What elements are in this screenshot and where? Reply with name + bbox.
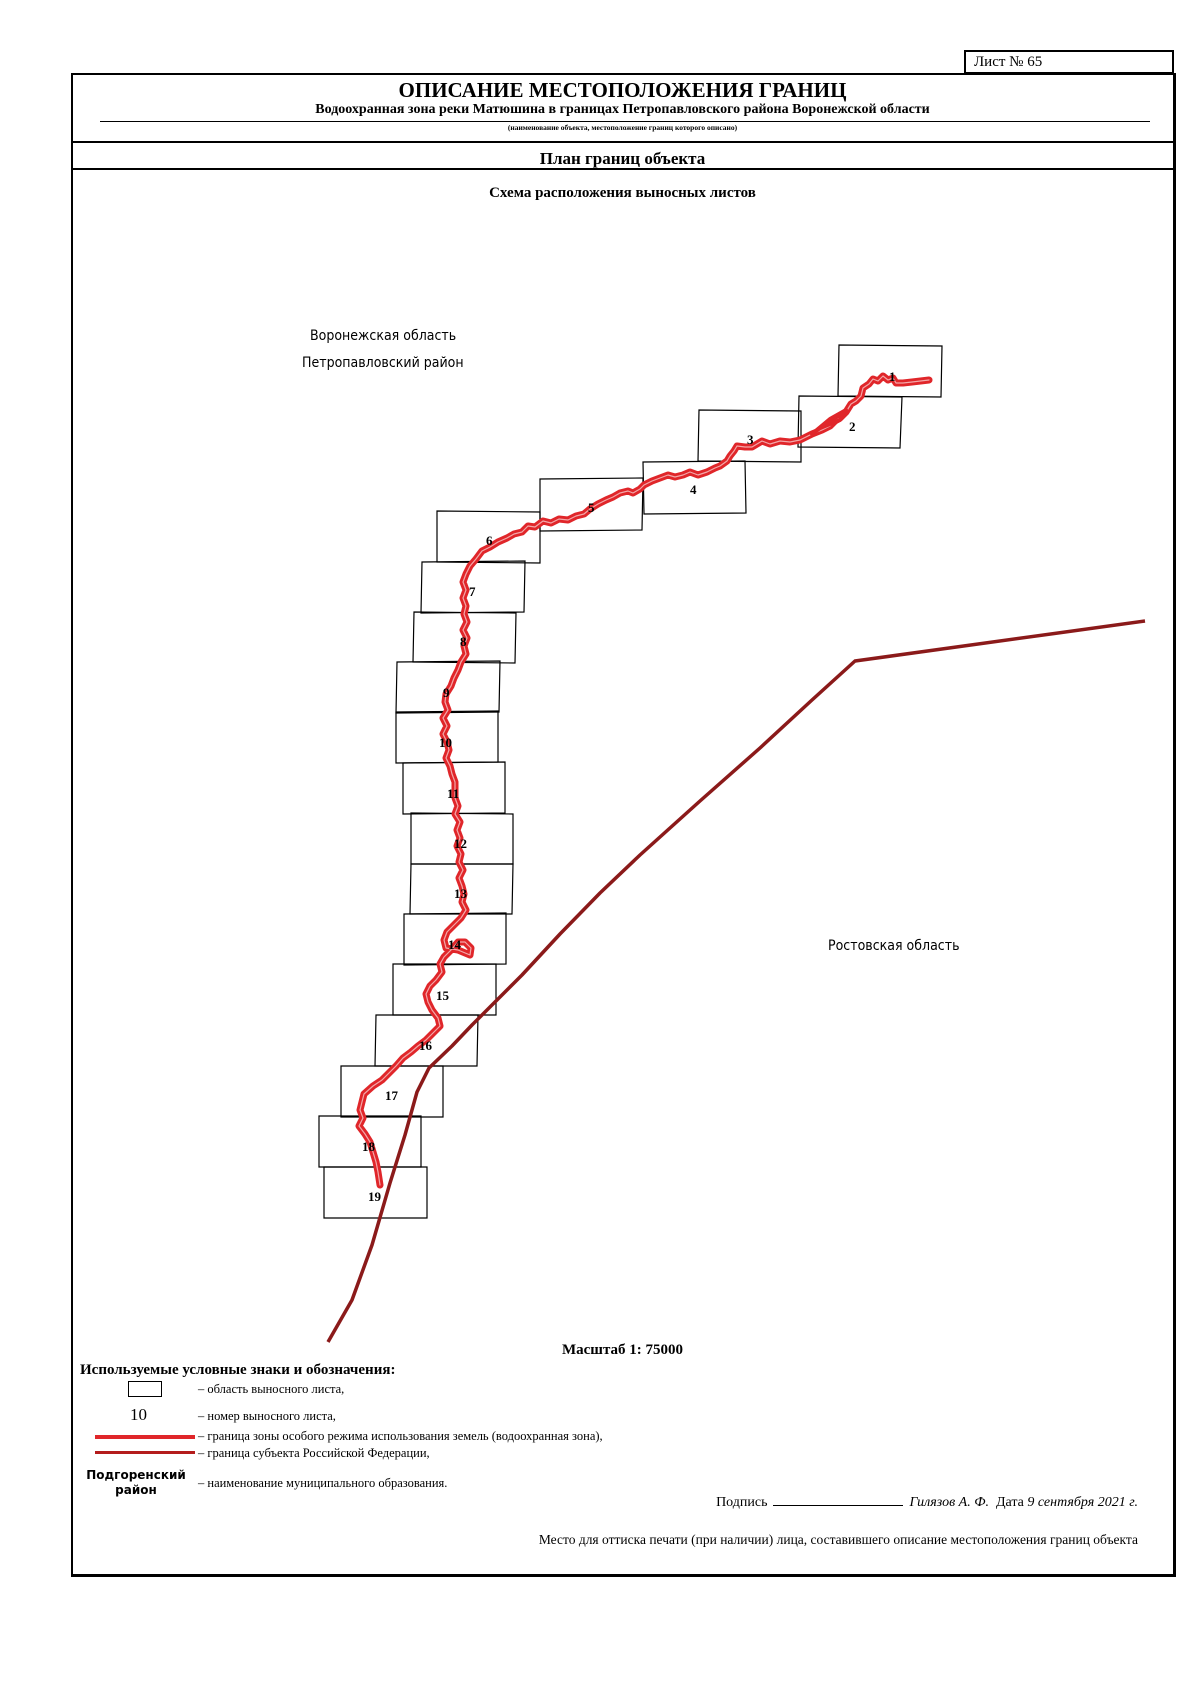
signature-label: Подпись [716, 1495, 768, 1510]
sheet-number-1: 1 [889, 369, 896, 384]
sheet-frame-6 [436, 510, 541, 564]
sheet-number-5: 5 [588, 500, 595, 515]
legend-text-municipality: – наименование муниципального образовани… [198, 1476, 448, 1490]
date-label: Дата [995, 1495, 1024, 1510]
subject-border-line [326, 619, 1146, 1343]
legend-text-sheet-number: – номер выносного листа, [198, 1409, 336, 1423]
sheet-number-14: 14 [448, 937, 462, 952]
legend-municipality-line2: район [115, 1483, 157, 1497]
subtitle-underline [100, 121, 1150, 122]
sheet-frame-13 [409, 863, 514, 915]
legend-text-water-zone: – граница зоны особого режима использова… [198, 1429, 603, 1443]
legend-sheet-area-symbol [128, 1381, 162, 1397]
signature-name: Гилязов А. Ф. [909, 1495, 989, 1510]
sheet-frame-14 [403, 912, 507, 966]
map-scale: Масштаб 1: 75000 [561, 1342, 684, 1358]
sheet-number-4: 4 [690, 482, 697, 497]
sheet-number-6: 6 [486, 533, 493, 548]
sheet-number-2: 2 [849, 419, 856, 434]
region-label-petropavlovsky: Петропавловский район [302, 355, 464, 371]
sheet-frames [318, 344, 943, 1219]
document-frame [71, 73, 1176, 1577]
sheet-frame-4 [642, 460, 747, 515]
plan-title-divider [71, 168, 1176, 170]
region-label-rostov: Ростовская область [828, 938, 960, 954]
sheet-number-18: 18 [362, 1139, 376, 1154]
signature-blank [773, 1494, 904, 1506]
document-subtitle: Водоохранная зона реки Матюшина в границ… [315, 102, 930, 117]
legend-title: Используемые условные знаки и обозначени… [80, 1362, 396, 1378]
sheet-number-15: 15 [436, 988, 450, 1003]
sheet-number-11: 11 [447, 786, 459, 801]
legend-municipality-line1: Подгоренский [86, 1468, 186, 1482]
sheet-frame-19 [323, 1166, 428, 1219]
sheet-number-19: 19 [368, 1189, 382, 1204]
sheet-frame-15 [392, 963, 497, 1016]
sheet-number-13: 13 [454, 886, 468, 901]
water-zone-loop [810, 408, 848, 436]
sheet-number-8: 8 [460, 634, 467, 649]
legend-subject-border-symbol [95, 1451, 195, 1454]
legend-sheet-number-sample: 10 [130, 1405, 147, 1424]
sheet-number-12: 12 [454, 836, 467, 851]
sheet-number-label: Лист № 65 [974, 54, 1043, 70]
stamp-note: Место для оттиска печати (при наличии) л… [538, 1532, 1138, 1547]
signature-date: 9 сентября 2021 г. [1027, 1495, 1138, 1510]
sheet-number-16: 16 [419, 1038, 433, 1053]
sheet-frame-8 [412, 611, 517, 664]
sheet-number-10: 10 [439, 735, 452, 750]
sheet-frame-1 [837, 344, 943, 398]
legend-municipality-sample: Подгоренский район [86, 1468, 186, 1498]
signature-line: Подпись Гилязов А. Ф. Дата 9 сентября 202… [716, 1494, 1138, 1511]
legend-text-sheet-area: – область выносного листа, [198, 1382, 345, 1396]
sheet-frame-9 [395, 660, 501, 714]
sheet-frame-11 [402, 761, 506, 815]
sheet-frame-7 [420, 560, 526, 614]
sheet-number-7: 7 [469, 584, 476, 599]
subtitle-note: (наименование объекта, местоположение гр… [507, 123, 738, 132]
region-label-voronezh: Воронежская область [310, 328, 457, 344]
sheet-frame-3 [697, 409, 802, 463]
header-divider [71, 141, 1176, 143]
legend-water-zone-symbol [95, 1435, 195, 1439]
water-zone-line [355, 372, 933, 1189]
legend-text-subject-border: – граница субъекта Российской Федерации, [198, 1446, 430, 1460]
document-title: ОПИСАНИЕ МЕСТОПОЛОЖЕНИЯ ГРАНИЦ [398, 78, 847, 102]
plan-title: План границ объекта [539, 149, 706, 168]
scheme-title: Схема расположения выносных листов [489, 185, 756, 201]
sheet-number-9: 9 [443, 685, 450, 700]
sheet-frame-17 [340, 1065, 444, 1118]
sheet-number-17: 17 [385, 1088, 399, 1103]
sheet-frame-16 [374, 1014, 479, 1067]
sheet-number-3: 3 [747, 432, 754, 447]
sheet-frame-2 [797, 395, 903, 449]
